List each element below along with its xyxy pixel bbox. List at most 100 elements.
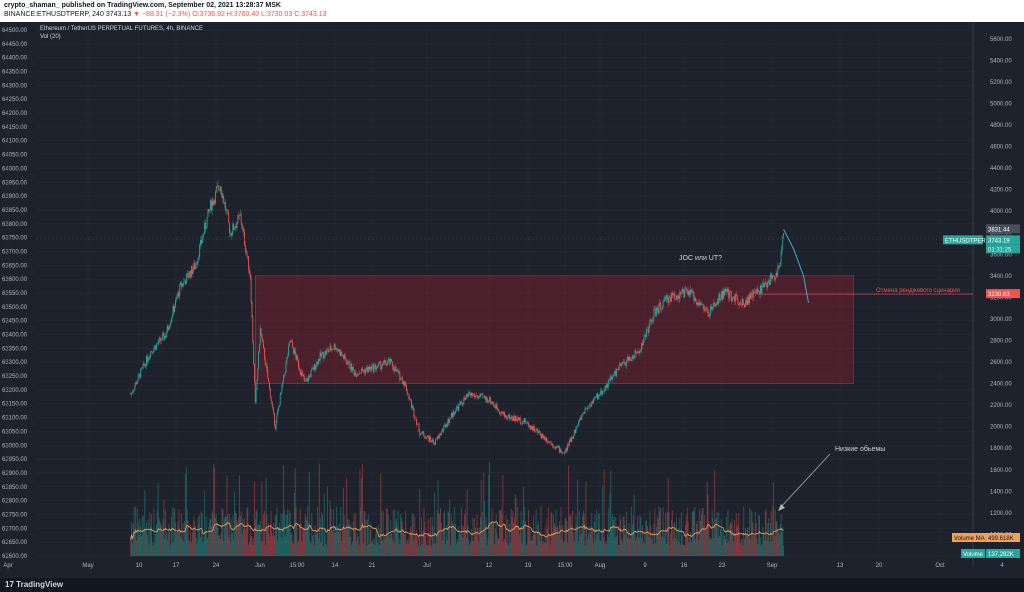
volume-bar	[353, 512, 355, 556]
volume-bar	[707, 494, 709, 556]
candle-body	[709, 315, 711, 317]
volume-bar	[381, 510, 383, 556]
candle-body	[194, 263, 196, 270]
volume-bar	[207, 536, 209, 556]
volume-bar	[635, 540, 637, 556]
x-axis-tick: Aug	[595, 563, 606, 569]
candle-body	[303, 374, 304, 377]
volume-bar	[517, 506, 519, 556]
price-chart[interactable]: 64500.0064450.0064400.0064350.0064300.00…	[0, 22, 1024, 578]
candle-body	[718, 294, 720, 304]
candle-body	[249, 270, 250, 274]
volume-bar	[399, 544, 401, 556]
left-axis-tick: 63750.00	[2, 236, 28, 242]
volume-bar	[518, 526, 520, 556]
candle-body	[134, 385, 136, 390]
volume-bar	[322, 514, 324, 556]
volume-bar	[205, 530, 206, 556]
volume-bar	[259, 525, 260, 556]
candle-body	[283, 374, 285, 376]
x-axis-tick: 16	[681, 563, 688, 569]
candle-body	[679, 291, 681, 300]
annotation-retest: Отмена ренджевого сценария	[876, 288, 960, 294]
volume-bar	[455, 544, 457, 556]
candle-body	[551, 443, 553, 445]
candle-body	[220, 186, 222, 193]
candle-body	[565, 448, 567, 451]
volume-bar	[136, 508, 138, 556]
left-axis-tick: 63200.00	[2, 388, 28, 394]
volume-bar	[533, 533, 535, 556]
volume-bar	[334, 525, 336, 556]
volume-bar	[544, 527, 546, 556]
candle-body	[349, 367, 351, 369]
volume-bar	[758, 515, 760, 556]
candle-body	[175, 297, 177, 300]
volume-bar	[282, 513, 284, 556]
candle-body	[273, 407, 275, 413]
candle-body	[552, 443, 554, 447]
candle-body	[293, 349, 295, 354]
volume-bar	[759, 537, 761, 556]
candle-body	[288, 346, 289, 356]
volume-bar	[244, 529, 246, 556]
candle-body	[514, 416, 515, 421]
volume-bar	[591, 512, 593, 556]
candle-body	[519, 417, 520, 421]
volume-bar	[558, 534, 559, 556]
volume-bar	[140, 526, 142, 556]
volume-bar	[715, 517, 717, 556]
volume-bar	[578, 509, 580, 556]
volume-bar	[325, 543, 327, 556]
candle-body	[279, 394, 281, 406]
volume-bar	[733, 542, 735, 556]
candle-body	[205, 222, 206, 229]
candle-body	[597, 394, 599, 400]
right-axis-tick: 3400.00	[990, 274, 1012, 280]
annotation-low-volume: Низкие обьемы	[835, 446, 886, 453]
candle-body	[460, 401, 461, 405]
volume-bar	[177, 521, 179, 556]
volume-bar	[774, 535, 775, 556]
candle-body	[533, 426, 535, 432]
volume-bar	[538, 521, 540, 556]
candle-body	[170, 318, 172, 323]
candle-body	[171, 316, 173, 319]
volume-bar	[208, 527, 210, 556]
candle-body	[758, 291, 760, 293]
candle-body	[401, 377, 402, 378]
volume-bar	[361, 477, 363, 556]
candle-body	[362, 370, 364, 372]
volume-bar	[279, 527, 281, 556]
volume-bar	[670, 532, 672, 556]
candle-body	[532, 426, 534, 431]
candle-body	[453, 411, 455, 415]
candle-body	[410, 399, 412, 401]
x-axis-tick: 10	[136, 563, 143, 569]
candle-body	[509, 414, 510, 420]
candle-body	[714, 302, 716, 304]
tv-icon: 17	[5, 580, 14, 589]
candle-body	[243, 228, 245, 232]
volume-bar	[448, 513, 450, 556]
candle-body	[238, 215, 240, 216]
candle-body	[235, 226, 237, 228]
change: −88.31 (−2.3%)	[141, 11, 191, 18]
candle-body	[665, 297, 667, 300]
candle-body	[505, 415, 507, 418]
left-axis-tick: 64450.00	[2, 42, 28, 48]
volume-bar	[479, 517, 481, 556]
volume-bar	[359, 469, 361, 556]
volume-bar	[657, 518, 659, 556]
candle-body	[488, 400, 490, 403]
candle-body	[460, 401, 462, 404]
candle-body	[751, 292, 753, 294]
candle-body	[178, 292, 180, 297]
candle-body	[710, 306, 712, 310]
volume-bar	[402, 528, 404, 556]
volume-bar	[406, 543, 407, 556]
volume-bar	[142, 516, 144, 556]
volume-bar	[131, 542, 133, 556]
candle-body	[513, 416, 515, 422]
candle-body	[295, 354, 297, 360]
